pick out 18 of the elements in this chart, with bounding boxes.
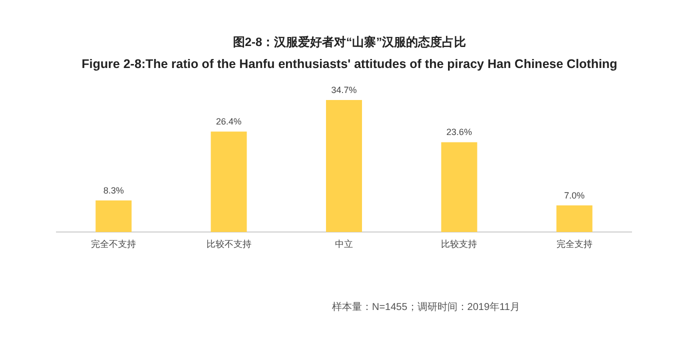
data-label: 23.6% xyxy=(446,127,472,138)
x-tick-label: 比较不支持 xyxy=(206,239,252,249)
bar xyxy=(96,200,132,232)
bar xyxy=(326,100,362,232)
data-label: 26.4% xyxy=(216,116,242,127)
bar xyxy=(556,205,592,232)
x-tick-label: 中立 xyxy=(335,239,353,249)
chart-title: 图2-8：汉服爱好者对“山寨”汉服的态度占比 xyxy=(232,35,466,49)
data-label: 7.0% xyxy=(564,190,585,200)
chart-subtitle: Figure 2-8:The ratio of the Hanfu enthusiasts' attitudes of the piracy Han Chinese Clothing xyxy=(82,57,618,71)
text: 样本量：N=1455；调研时间：2019年11月 xyxy=(332,301,520,313)
x-tick-label: 完全不支持 xyxy=(91,239,136,249)
x-tick-label: 比较支持 xyxy=(441,239,478,249)
data-label: 34.7% xyxy=(331,85,357,95)
bar xyxy=(210,132,247,232)
x-tick-label: 完全支持 xyxy=(556,239,592,249)
bar xyxy=(441,142,478,232)
data-label: 8.3% xyxy=(103,185,124,196)
